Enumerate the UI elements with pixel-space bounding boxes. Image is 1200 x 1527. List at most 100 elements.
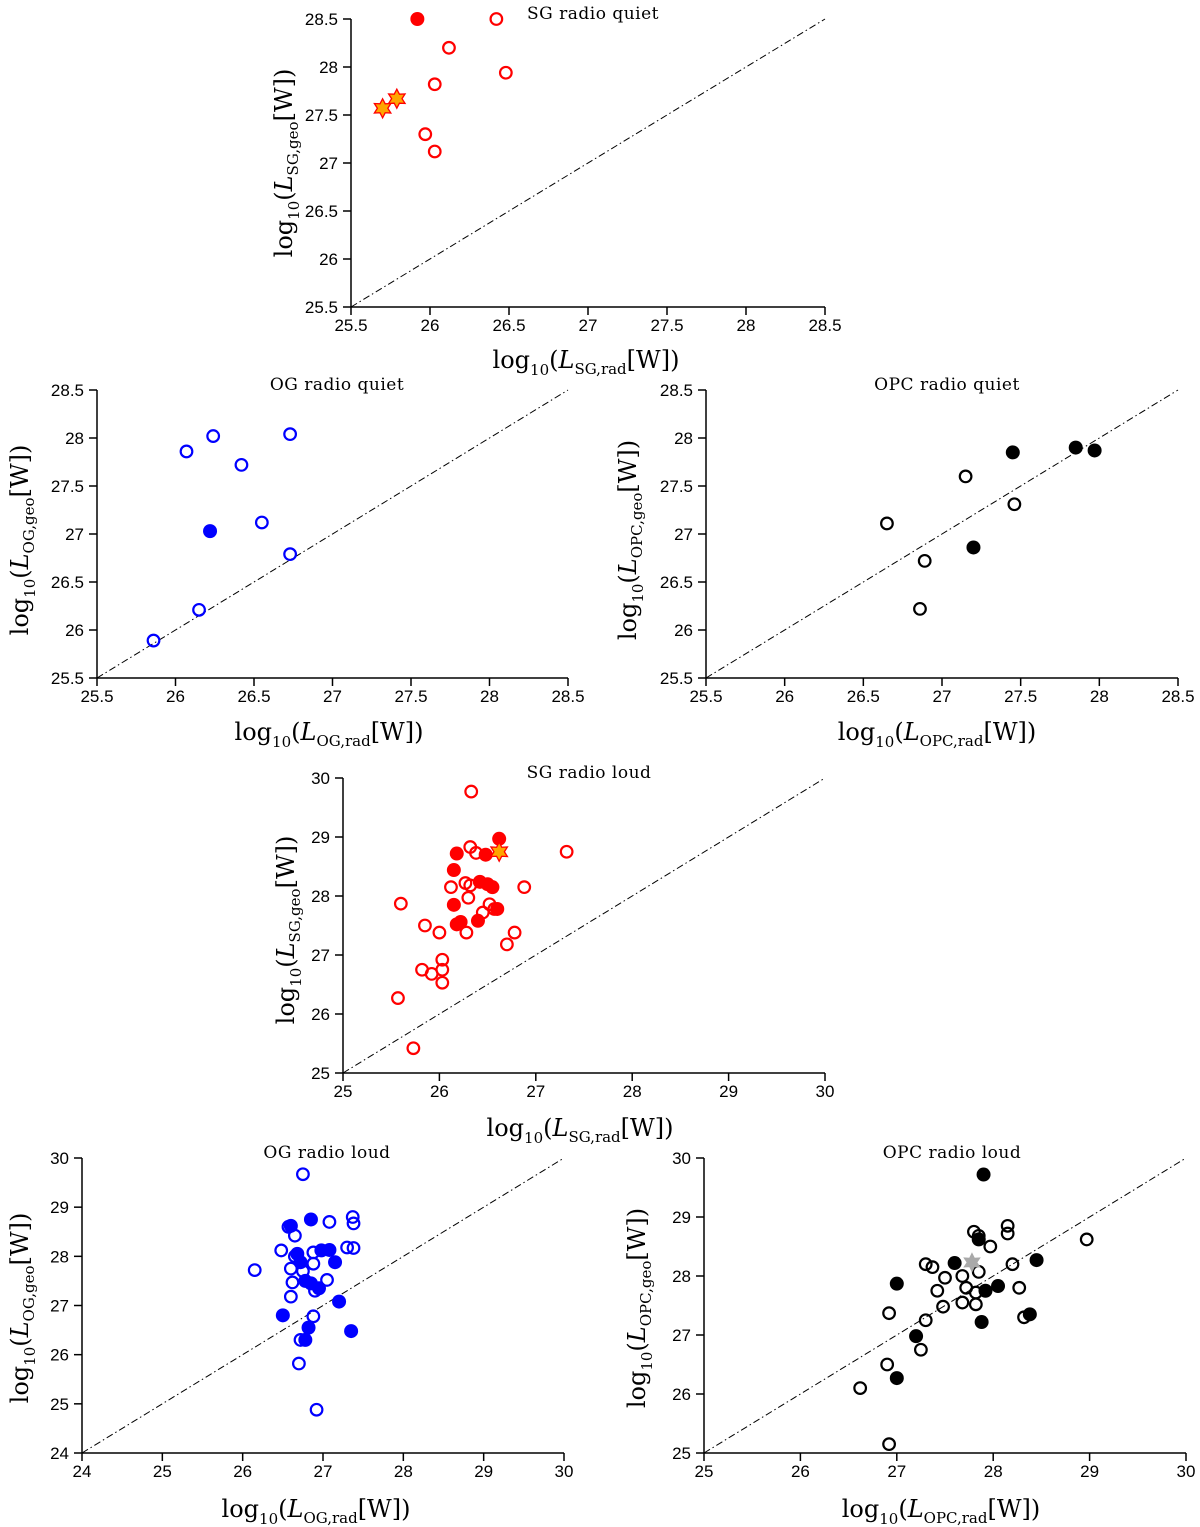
data-point-open xyxy=(498,65,513,80)
data-point-filled xyxy=(332,1294,347,1309)
data-point-filled xyxy=(301,1320,316,1335)
y-tick-label: 26 xyxy=(674,621,693,640)
data-point-filled xyxy=(203,524,218,539)
data-point-open xyxy=(281,1219,296,1234)
x-axis-label-var: L xyxy=(558,346,575,374)
x-tick-label: 26 xyxy=(421,316,440,335)
data-point-filled xyxy=(303,1212,318,1227)
y-axis-label: log10(LSG,geo[W]) xyxy=(270,69,303,258)
y-axis-label-sub: OG,geo xyxy=(20,497,38,553)
data-point-open xyxy=(306,1256,321,1271)
y-axis-label-pre: log xyxy=(614,603,642,641)
data-point-filled xyxy=(909,1329,924,1344)
data-point-open xyxy=(882,1437,896,1452)
data-point-open xyxy=(1005,1257,1020,1272)
data-point-open xyxy=(427,144,442,159)
data-point-open xyxy=(461,890,476,905)
y-tick-label: 28.5 xyxy=(660,381,693,400)
y-tick-label: 25.5 xyxy=(660,669,693,688)
chart-title: OPC radio loud xyxy=(883,1143,1022,1163)
y-axis-label-unit: [W]) xyxy=(614,440,642,493)
x-tick-label: 26 xyxy=(166,687,185,706)
data-point-open xyxy=(930,1283,945,1298)
data-point-open xyxy=(853,1381,868,1395)
data-point-open xyxy=(918,1257,933,1272)
data-point-open xyxy=(499,937,514,952)
x-axis-label-var: L xyxy=(907,1495,924,1523)
y-tick-label: 26 xyxy=(311,1005,330,1024)
data-point-filled xyxy=(344,1324,359,1339)
x-tick-label: 28 xyxy=(737,316,756,335)
y-tick-label: 28.5 xyxy=(305,10,338,29)
data-point-open xyxy=(274,1243,289,1258)
x-axis-label-pre: log xyxy=(235,718,273,746)
data-point-star xyxy=(387,87,407,110)
data-point-open xyxy=(880,516,894,531)
x-axis-label-var: L xyxy=(903,718,920,746)
chart-title: OPC radio quiet xyxy=(874,375,1020,395)
data-point-open xyxy=(1000,1218,1015,1233)
data-point-open xyxy=(320,1273,334,1287)
data-point-open xyxy=(1007,497,1022,512)
y-tick-label: 27.5 xyxy=(51,477,84,496)
x-tick-label: 28.5 xyxy=(551,687,584,706)
y-axis-label-base: 10 xyxy=(287,968,305,987)
data-point-open xyxy=(914,1342,928,1357)
x-axis-label: log10(LSG,rad[W]) xyxy=(493,346,680,379)
data-point-filled xyxy=(449,917,464,932)
data-point-open xyxy=(247,1263,262,1277)
x-tick-label: 30 xyxy=(555,1462,574,1481)
x-axis-label-unit: [W]) xyxy=(371,718,424,746)
data-point-filled xyxy=(966,540,981,555)
data-point-open xyxy=(432,925,447,940)
x-axis-label-sub: OPC,rad xyxy=(924,1509,988,1527)
data-point-open xyxy=(340,1240,355,1255)
data-point-open xyxy=(507,925,522,940)
data-point-open xyxy=(254,515,269,530)
data-point-open xyxy=(296,1167,310,1182)
x-axis-label-unit: [W]) xyxy=(987,1495,1040,1523)
y-tick-label: 26 xyxy=(319,250,338,269)
data-point-open xyxy=(322,1215,337,1229)
data-point-filled xyxy=(889,1276,904,1291)
data-point-open xyxy=(971,1228,986,1243)
data-point-open xyxy=(968,1297,983,1312)
data-point-open xyxy=(393,896,408,911)
y-tick-label: 26.5 xyxy=(305,202,338,221)
y-tick-label: 25.5 xyxy=(51,669,84,688)
data-point-open xyxy=(306,1309,321,1324)
y-tick-label: 25 xyxy=(50,1395,69,1414)
x-axis-label-var: L xyxy=(287,1495,304,1523)
data-point-open xyxy=(424,966,439,981)
y-axis-label-open: ( xyxy=(614,574,642,583)
y-tick-label: 26 xyxy=(672,1385,691,1404)
data-point-open xyxy=(882,1306,896,1321)
y-axis-label-base: 10 xyxy=(629,584,647,603)
data-point-open xyxy=(955,1295,970,1310)
x-axis-label-open: ( xyxy=(549,346,558,374)
data-point-filled xyxy=(492,831,507,846)
data-point-open xyxy=(938,1270,952,1285)
data-point-filled xyxy=(889,1371,904,1386)
data-point-open xyxy=(936,1299,950,1314)
x-tick-label: 28.5 xyxy=(808,316,841,335)
data-point-star xyxy=(489,840,509,863)
x-axis-label-open: ( xyxy=(291,718,300,746)
y-tick-label: 24 xyxy=(50,1444,69,1463)
y-axis-label-var: L xyxy=(270,175,298,192)
data-point-open xyxy=(285,1275,300,1290)
x-axis-label-open: ( xyxy=(543,1114,552,1142)
data-point-open xyxy=(345,1210,360,1224)
y-axis-label: log10(LSG,geo[W]) xyxy=(272,836,305,1025)
x-tick-label: 28 xyxy=(394,1462,413,1481)
data-point-open xyxy=(179,444,194,459)
data-point-open xyxy=(925,1260,940,1275)
x-tick-label: 27 xyxy=(933,687,952,706)
x-axis-label-sub: OG,rad xyxy=(303,1509,358,1527)
data-point-open xyxy=(487,902,502,916)
x-axis-label-open: ( xyxy=(278,1495,287,1523)
data-point-open xyxy=(958,469,973,484)
data-point-open xyxy=(293,1333,308,1347)
data-point-open xyxy=(489,12,504,26)
data-point-filled xyxy=(446,897,461,912)
